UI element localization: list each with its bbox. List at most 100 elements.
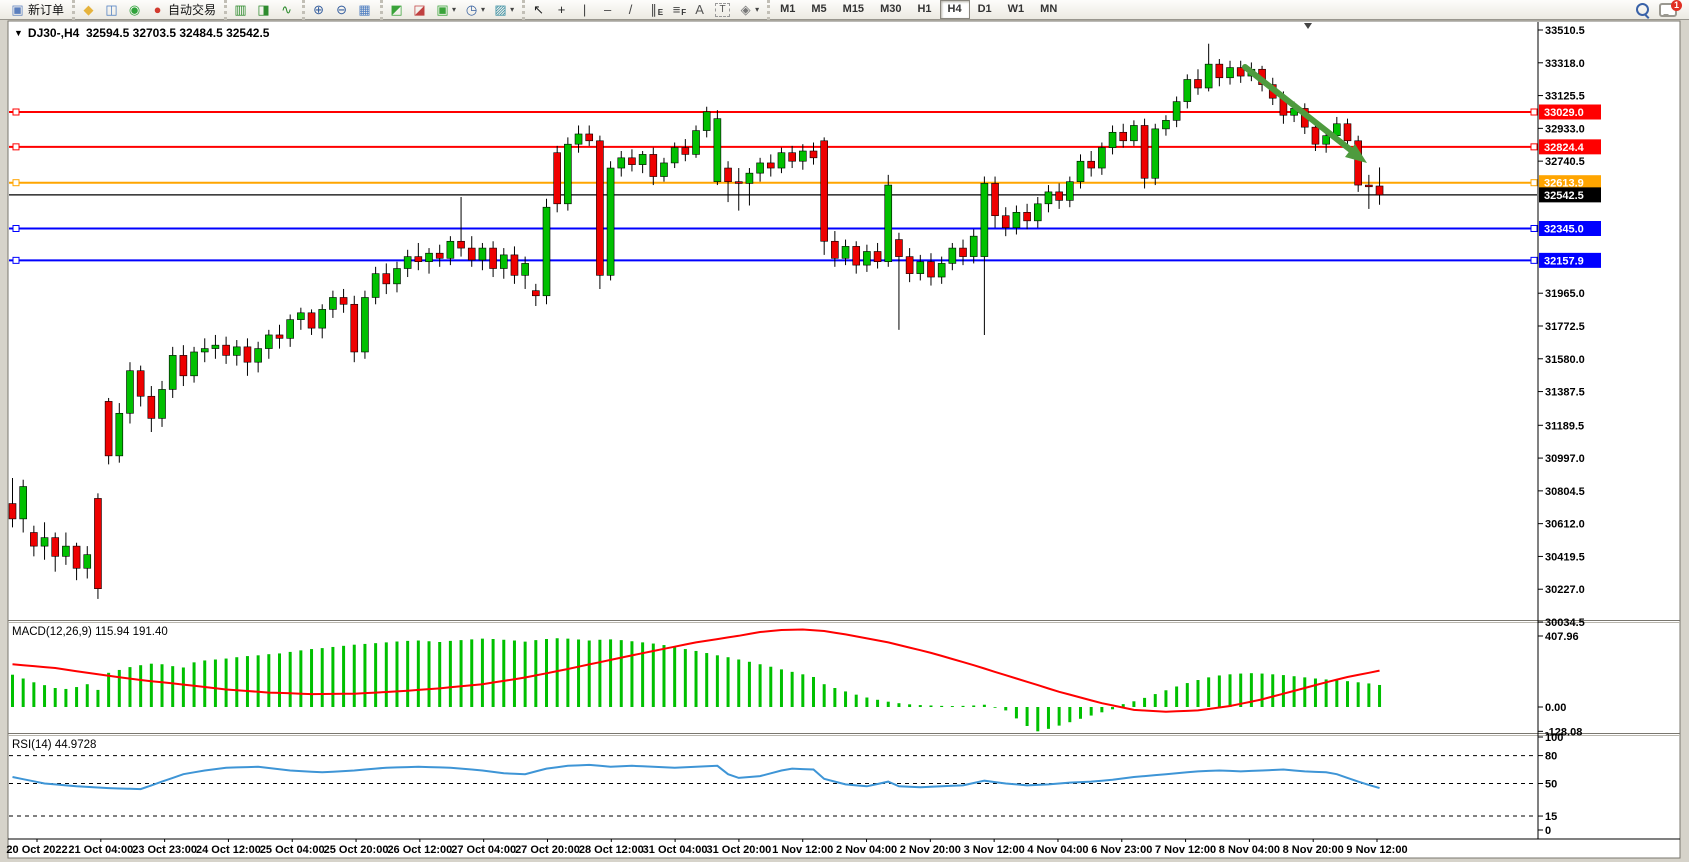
eraser-icon: ◆ <box>83 1 94 17</box>
chart-title: ▼ DJ30-,H4 32594.5 32703.5 32484.5 32542.… <box>14 26 269 40</box>
timeframe-d1[interactable]: D1 <box>977 3 992 15</box>
autotrading-button[interactable]: ● 自动交易 <box>146 0 220 20</box>
sr-lines[interactable]: 33029.0 32824.4 32613.9 32345.0 32157.9 32542… <box>9 104 1601 268</box>
rsi-pane[interactable]: 100 80 50 15 0 <box>9 732 1563 837</box>
eraser-button[interactable]: ◆ <box>77 0 100 20</box>
dropdown-arrow-icon[interactable]: ▾ <box>510 5 515 14</box>
timeframe-w1[interactable]: W1 <box>1007 3 1025 15</box>
channel-button[interactable]: ∥ E <box>642 0 665 20</box>
macd-indicator-label: MACD(12,26,9) 115.94 191.40 <box>12 626 168 638</box>
dropdown-arrow-icon[interactable]: ▾ <box>755 5 760 14</box>
time-tick-label: 28 Oct 12:00 <box>579 844 644 856</box>
time-tick-label: 25 Oct 20:00 <box>324 844 389 856</box>
bar-chart-icon: ▥ <box>234 1 247 17</box>
bar-chart-button[interactable]: ▥ <box>229 0 252 20</box>
toolbar-group-drawing: ↖ + | – / ∥ E ≡ F A T ◈ ▾ <box>522 0 765 20</box>
price-tick-label: 31772.5 <box>1545 321 1585 333</box>
text-label-icon: T <box>715 2 731 17</box>
timeframe-mn[interactable]: MN <box>1040 3 1058 15</box>
price-tick-label: 30419.5 <box>1545 551 1585 563</box>
line-chart-icon: ∿ <box>281 1 292 17</box>
toolbar-group-order: ▣ 新订单 <box>4 0 70 20</box>
line-price-badge: 32157.9 <box>1544 255 1584 267</box>
time-tick-label: 9 Nov 12:00 <box>1346 844 1407 856</box>
crosshair-button[interactable]: + <box>550 0 573 20</box>
zoom-out-icon: ⊖ <box>336 1 347 17</box>
cursor-button[interactable]: ↖ <box>527 0 550 20</box>
vline-button[interactable]: | <box>573 0 596 20</box>
market-watch-button[interactable]: ◫ <box>100 0 123 20</box>
toolbar-group-windows: ◩ ◪ ▣ ▾ ◷ ▾ ▨ ▾ <box>380 0 520 20</box>
dropdown-arrow-icon[interactable]: ▾ <box>481 5 486 14</box>
time-tick-label: 31 Oct 04:00 <box>643 844 708 856</box>
shapes-button[interactable]: ◈ ▾ <box>734 0 763 20</box>
candlestick-button[interactable]: ◨ <box>252 0 275 20</box>
trend-arrow-annotation[interactable] <box>1242 64 1367 163</box>
chart-collapse-icon[interactable]: ▼ <box>14 28 23 38</box>
cursor-icon: ↖ <box>533 1 545 17</box>
template-button[interactable]: ▨ ▾ <box>489 0 518 20</box>
time-tick-label: 2 Nov 04:00 <box>836 844 897 856</box>
macd-axis-label: 0.00 <box>1545 702 1566 714</box>
arrange-up-button[interactable]: ◩ <box>385 0 408 20</box>
time-tick-label: 6 Nov 23:00 <box>1091 844 1152 856</box>
time-tick-label: 31 Oct 20:00 <box>706 844 771 856</box>
rsi-axis-label: 100 <box>1545 732 1563 744</box>
signals-button[interactable]: ◉ <box>123 0 146 20</box>
time-tick-label: 7 Nov 12:00 <box>1155 844 1216 856</box>
text-label-button[interactable]: T <box>711 0 734 20</box>
chart-ohlc-values: 32594.5 32703.5 32484.5 32542.5 <box>85 26 270 40</box>
price-tick-label: 33318.0 <box>1545 58 1585 70</box>
zoom-in-button[interactable]: ⊕ <box>307 0 330 20</box>
time-tick-label: 1 Nov 12:00 <box>772 844 833 856</box>
search-icon[interactable] <box>1636 3 1649 16</box>
time-tick-label: 27 Oct 04:00 <box>451 844 516 856</box>
market-watch-icon: ◫ <box>105 1 118 17</box>
autotrading-icon: ● <box>153 1 162 17</box>
rsi-line <box>12 763 1380 791</box>
fibonacci-button[interactable]: ≡ F <box>665 0 688 20</box>
dropdown-arrow-icon[interactable]: ▾ <box>452 5 457 14</box>
period-button[interactable]: ◷ ▾ <box>460 0 489 20</box>
timeframe-h1[interactable]: H1 <box>917 3 932 15</box>
price-tick-label: 32740.5 <box>1545 156 1585 168</box>
tile-windows-button[interactable]: ▦ <box>353 0 376 20</box>
price-tick-label: 31387.5 <box>1545 387 1585 399</box>
timeframe-h4[interactable]: H4 <box>939 0 970 19</box>
timeframe-m30[interactable]: M30 <box>880 3 902 15</box>
chart-shift-marker[interactable] <box>1304 23 1312 29</box>
zoom-out-button[interactable]: ⊖ <box>330 0 353 20</box>
rsi-axis-label: 50 <box>1545 779 1557 791</box>
chart-symbol-period: DJ30-,H4 <box>27 26 80 40</box>
candlestick-icon: ◨ <box>257 1 270 17</box>
trendline-button[interactable]: / <box>619 0 642 20</box>
fibonacci-icon: ≡ F <box>672 1 687 17</box>
pane-separators[interactable] <box>8 620 1680 840</box>
signal-icon: ◉ <box>128 1 141 17</box>
horizontal-line-icon: – <box>603 1 612 17</box>
time-tick-label: 3 Nov 12:00 <box>964 844 1025 856</box>
zoom-in-icon: ⊕ <box>313 1 324 17</box>
macd-signal-line <box>12 628 1380 713</box>
price-tick-label: 30227.0 <box>1545 584 1585 596</box>
time-tick-label: 25 Oct 04:00 <box>260 844 325 856</box>
line-chart-button[interactable]: ∿ <box>275 0 298 20</box>
timeframe-m5[interactable]: M5 <box>811 3 827 15</box>
chat-icon[interactable]: 1 <box>1659 0 1682 17</box>
timeframe-m15[interactable]: M15 <box>842 3 865 15</box>
toolbar-group-chart-types: ▥ ◨ ∿ <box>224 0 300 20</box>
rsi-axis-label: 0 <box>1545 825 1551 837</box>
text-button[interactable]: A <box>688 0 711 20</box>
price-tick-label: 31580.0 <box>1545 354 1585 366</box>
price-axis[interactable]: 33510.5 33318.0 33125.5 32933.0 32740.5 31965… <box>1537 22 1585 839</box>
new-chart-button[interactable]: ▣ ▾ <box>431 0 460 20</box>
timeframe-m1[interactable]: M1 <box>780 3 796 15</box>
new-order-button[interactable]: ▣ 新订单 <box>6 0 68 20</box>
hline-button[interactable]: – <box>596 0 619 20</box>
chart-down-icon: ◪ <box>413 1 426 17</box>
macd-pane[interactable]: 407.96 0.00 -128.08 <box>11 628 1583 739</box>
arrange-down-button[interactable]: ◪ <box>408 0 431 20</box>
